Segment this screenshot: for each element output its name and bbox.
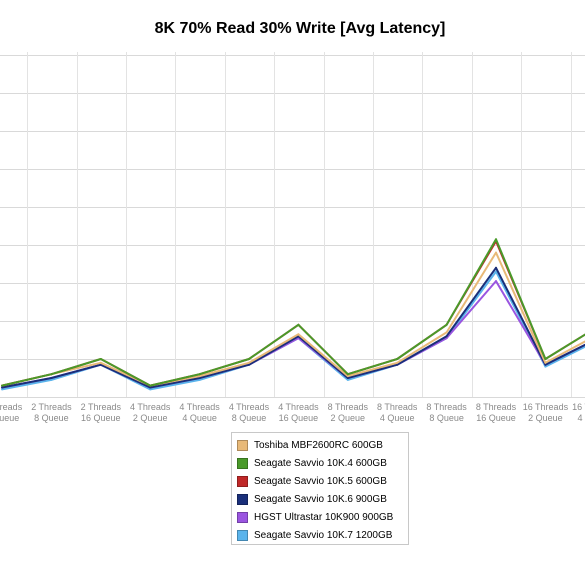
data-point	[396, 358, 399, 360]
x-tick-label: 8 Queue	[232, 413, 267, 423]
legend-label: Seagate Savvio 10K.4 600GB	[254, 457, 387, 469]
chart-title: 8K 70% Read 30% Write [Avg Latency]	[154, 20, 446, 37]
x-tick-label: 2 Threads	[31, 402, 72, 412]
data-point	[198, 377, 201, 379]
x-tick-label: 16 Queue	[476, 413, 516, 423]
data-point	[1, 384, 3, 387]
legend-swatch	[237, 457, 248, 469]
data-point	[248, 363, 250, 366]
x-tick-label: 4 Threads	[130, 402, 171, 412]
legend-swatch	[237, 493, 248, 505]
data-point	[346, 378, 349, 381]
data-point	[544, 361, 547, 364]
horizontal-gridlines	[0, 55, 585, 398]
x-tick-label: 8 Threads	[377, 402, 418, 412]
x-tick-label: 4 Threads	[179, 402, 220, 412]
data-point	[99, 361, 102, 364]
x-tick-label: 8 Queue	[429, 413, 464, 423]
x-tick-label: 4 Queue	[578, 413, 585, 423]
x-tick-label: 16 Threads	[572, 402, 585, 412]
data-point	[198, 375, 201, 378]
legend-label: Toshiba MBF2600RC 600GB	[254, 439, 383, 451]
legend-label: HGST Ultrastar 10K900 900GB	[254, 511, 394, 523]
data-point	[198, 378, 201, 381]
x-tick-label: 2 Queue	[528, 413, 563, 423]
x-tick-label: 4 Threads	[278, 402, 319, 412]
x-tick-label: 4 Threads	[229, 402, 270, 412]
data-point	[495, 238, 497, 241]
data-point	[50, 378, 53, 381]
series-line	[1, 238, 585, 387]
x-tick-label: 2 Threads	[81, 402, 122, 412]
legend-swatch	[237, 439, 248, 451]
x-tick-label: 2 Threads	[0, 402, 23, 412]
legend-item: Seagate Savvio 10K.7 1200GB	[237, 526, 408, 544]
x-tick-label: 4 Queue	[0, 413, 19, 423]
data-point	[297, 323, 300, 326]
data-point	[248, 358, 250, 360]
x-tick-label: 4 Queue	[182, 413, 217, 423]
x-tick-label: 8 Threads	[328, 402, 369, 412]
data-point	[445, 331, 448, 334]
legend-item: Seagate Savvio 10K.6 900GB	[237, 490, 408, 508]
data-point	[346, 377, 349, 379]
data-point	[149, 386, 152, 389]
vertical-gridlines	[27, 52, 572, 397]
x-tick-label: 8 Threads	[426, 402, 467, 412]
data-point	[544, 363, 547, 366]
data-point	[149, 384, 152, 387]
data-point	[445, 335, 448, 338]
x-tick-label: 2 Queue	[133, 413, 168, 423]
data-point	[495, 266, 497, 269]
data-point	[495, 251, 497, 254]
data-point	[495, 270, 497, 273]
data-point	[1, 388, 3, 391]
data-point	[346, 373, 349, 376]
legend-label: Seagate Savvio 10K.6 900GB	[254, 493, 387, 505]
data-point	[544, 358, 547, 360]
data-point	[99, 363, 102, 366]
series-line	[1, 240, 585, 387]
legend-swatch	[237, 475, 248, 487]
data-point	[297, 333, 300, 336]
legend-swatch	[237, 529, 248, 541]
series-line	[1, 270, 585, 391]
x-tick-label: 8 Queue	[34, 413, 69, 423]
data-point	[149, 388, 152, 391]
data-point	[198, 373, 201, 376]
series-lines	[1, 238, 585, 391]
data-point	[99, 358, 102, 360]
data-point	[544, 365, 547, 368]
data-point	[50, 373, 53, 376]
series-line	[1, 280, 585, 389]
data-point	[50, 377, 53, 379]
legend-item: Seagate Savvio 10K.5 600GB	[237, 472, 408, 490]
data-point	[445, 323, 448, 326]
legend-item: Seagate Savvio 10K.4 600GB	[237, 454, 408, 472]
x-tick-label: 8 Threads	[476, 402, 517, 412]
data-point	[346, 375, 349, 378]
x-tick-label: 16 Queue	[279, 413, 319, 423]
legend-item: HGST Ultrastar 10K900 900GB	[237, 508, 408, 526]
legend-label: Seagate Savvio 10K.7 1200GB	[254, 529, 393, 541]
legend-label: Seagate Savvio 10K.5 600GB	[254, 475, 387, 487]
x-tick-label: 4 Queue	[380, 413, 415, 423]
data-point	[495, 280, 497, 283]
chart-legend: Toshiba MBF2600RC 600GB Seagate Savvio 10…	[231, 432, 409, 545]
x-tick-label: 16 Threads	[523, 402, 569, 412]
data-point	[396, 363, 399, 366]
x-tick-label: 16 Queue	[81, 413, 121, 423]
legend-item: Toshiba MBF2600RC 600GB	[237, 436, 408, 454]
data-point	[1, 386, 3, 389]
legend-swatch	[237, 511, 248, 523]
x-tick-label: 2 Queue	[331, 413, 366, 423]
data-point	[396, 361, 399, 364]
data-point	[248, 361, 250, 364]
